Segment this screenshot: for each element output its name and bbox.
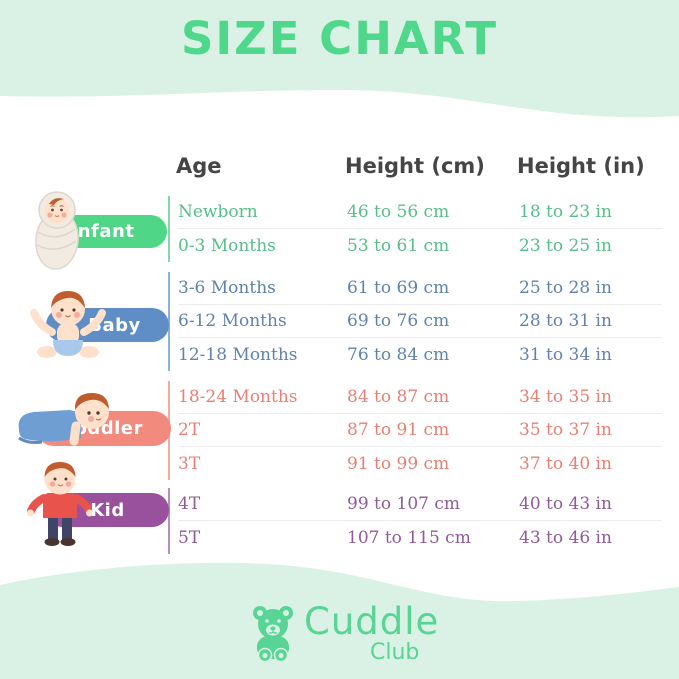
age-cell: 5T [178,527,201,548]
top-wave-decoration [0,0,679,118]
height-cm-cell: 107 to 115 cm [347,527,471,548]
page-title: SIZE CHART [180,12,499,65]
height-in-cell: 37 to 40 in [519,453,612,474]
infant-illustration [35,191,79,270]
column-header-age: Age [176,154,222,178]
age-cell: 6-12 Months [178,311,287,331]
kid-label: Kid [90,499,125,521]
baby-illustration [30,291,106,358]
age-cell: 18-24 Months [178,387,298,407]
height-cm-cell: 87 to 91 cm [347,420,450,440]
bottom-wave-decoration [0,562,679,679]
column-header-height-cm: Height (cm) [345,154,485,178]
age-cell: 0-3 Months [178,235,276,256]
height-cm-cell: 91 to 99 cm [347,453,450,474]
table-row: 5T 107 to 115 cm 43 to 46 in [178,521,662,554]
age-cell: 4T [178,494,201,514]
table-row: 2T 87 to 91 cm 35 to 37 in [178,414,662,447]
height-in-cell: 35 to 37 in [519,420,612,440]
age-cell: 2T [178,420,201,440]
column-header-height-in: Height (in) [517,154,645,178]
brand-name-main: Cuddle [304,600,440,643]
height-cm-cell: 69 to 76 cm [347,311,450,331]
height-cm-cell: 61 to 69 cm [347,278,450,298]
height-cm-cell: 99 to 107 cm [347,494,460,514]
brand-name: Cuddle Club [304,603,439,664]
table-section-toddler: 18-24 Months 84 to 87 cm 34 to 35 in 2T … [168,381,662,480]
age-cell: 3-6 Months [178,278,276,298]
height-in-cell: 43 to 46 in [519,527,612,548]
height-in-cell: 34 to 35 in [519,387,612,407]
height-in-cell: 23 to 25 in [519,235,612,256]
table-section-infant: Newborn 46 to 56 cm 18 to 23 in 0-3 Mont… [168,196,662,262]
age-cell: 12-18 Months [178,344,298,365]
table-row: 0-3 Months 53 to 61 cm 23 to 25 in [178,229,662,262]
teddy-bear-icon [253,606,293,663]
brand-name-sub: Club [370,640,420,665]
height-in-cell: 40 to 43 in [519,494,612,514]
height-cm-cell: 53 to 61 cm [347,235,450,256]
table-header-row: Age Height (cm) Height (in) [168,148,662,184]
height-cm-cell: 46 to 56 cm [347,202,450,222]
toddler-illustration [18,393,109,446]
height-in-cell: 25 to 28 in [519,278,612,298]
table-section-kid: 4T 99 to 107 cm 40 to 43 in 5T 107 to 11… [168,488,662,554]
table-section-baby: 3-6 Months 61 to 69 cm 25 to 28 in 6-12 … [168,272,662,371]
brand-logo: Cuddle Club [248,603,439,665]
age-cell: Newborn [178,202,258,222]
height-in-cell: 28 to 31 in [519,311,612,331]
table-row: 12-18 Months 76 to 84 cm 31 to 34 in [178,338,662,371]
height-in-cell: 31 to 34 in [519,344,612,365]
table-row: 3-6 Months 61 to 69 cm 25 to 28 in [178,272,662,305]
kid-illustration [27,462,92,546]
age-cell: 3T [178,453,201,474]
table-row: 4T 99 to 107 cm 40 to 43 in [178,488,662,521]
height-in-cell: 18 to 23 in [519,202,612,222]
infant-label: Infant [70,221,135,242]
table-row: 6-12 Months 69 to 76 cm 28 to 31 in [178,305,662,338]
height-cm-cell: 76 to 84 cm [347,344,450,365]
table-row: 18-24 Months 84 to 87 cm 34 to 35 in [178,381,662,414]
height-cm-cell: 84 to 87 cm [347,387,450,407]
table-row: Newborn 46 to 56 cm 18 to 23 in [178,196,662,229]
table-row: 3T 91 to 99 cm 37 to 40 in [178,447,662,480]
